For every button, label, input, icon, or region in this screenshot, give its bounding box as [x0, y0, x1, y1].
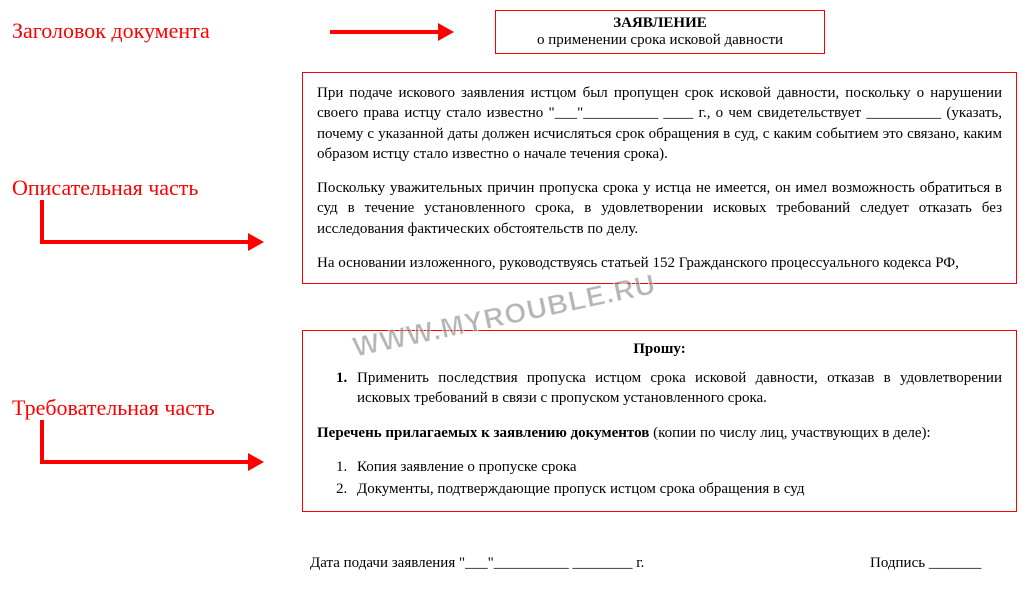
footer-signature: Подпись _______	[870, 555, 981, 572]
attachment-item: Копия заявление о пропуске срока	[351, 457, 1002, 477]
header-subtitle: о применении срока исковой давности	[512, 32, 808, 49]
attachments-list: Копия заявление о пропуске срока Докумен…	[317, 457, 1002, 500]
label-descriptive: Описательная часть	[12, 175, 198, 201]
descriptive-p2: Поскольку уважительных причин пропуска с…	[317, 178, 1002, 239]
demand-item: Применить последствия пропуска истцом ср…	[351, 368, 1002, 409]
descriptive-p1: При подаче искового заявления истцом был…	[317, 83, 1002, 164]
footer-date: Дата подачи заявления "___"__________ __…	[310, 555, 644, 572]
demand-title: Прошу:	[317, 341, 1002, 358]
descriptive-p3: На основании изложенного, руководствуясь…	[317, 253, 1002, 273]
descriptive-box: При подаче искового заявления истцом был…	[302, 72, 1017, 284]
arrow-header	[330, 30, 440, 34]
header-title: ЗАЯВЛЕНИЕ	[512, 15, 808, 32]
demand-box: Прошу: Применить последствия пропуска ис…	[302, 330, 1017, 512]
demand-list: Применить последствия пропуска истцом ср…	[317, 368, 1002, 409]
label-demand: Требовательная часть	[12, 395, 215, 421]
attachments-title: Перечень прилагаемых к заявлению докумен…	[317, 423, 1002, 443]
attachment-item: Документы, подтверждающие пропуск истцом…	[351, 479, 1002, 499]
label-header: Заголовок документа	[12, 18, 210, 44]
header-box: ЗАЯВЛЕНИЕ о применении срока исковой дав…	[495, 10, 825, 54]
